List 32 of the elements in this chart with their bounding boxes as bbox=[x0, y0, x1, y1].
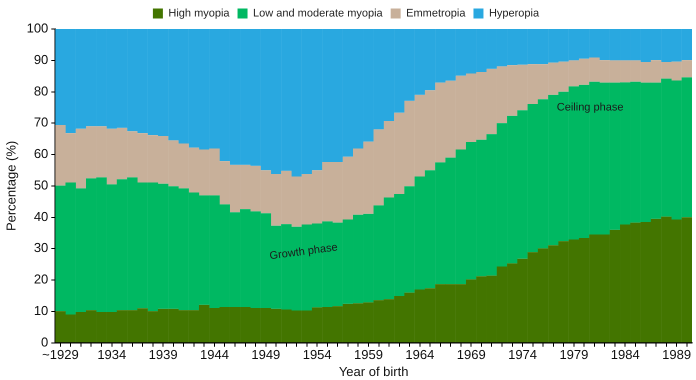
legend-label: Low and moderate myopia bbox=[253, 8, 384, 20]
y-tick-label: 0 bbox=[41, 334, 48, 350]
legend-label: Hyperopia bbox=[488, 8, 540, 20]
x-tick-label: 1969 bbox=[456, 347, 486, 362]
x-axis-title: Year of birth bbox=[338, 364, 408, 379]
legend-label: Emmetropia bbox=[406, 8, 466, 20]
y-tick-label: 10 bbox=[34, 303, 48, 318]
x-tick-label: 1984 bbox=[610, 347, 640, 362]
y-tick-label: 30 bbox=[34, 240, 48, 256]
annotation: Ceiling phase bbox=[556, 101, 624, 114]
y-tick-label: 20 bbox=[34, 272, 48, 287]
y-axis-title: Percentage (%) bbox=[3, 140, 18, 232]
x-tick-label: 1954 bbox=[302, 347, 332, 362]
y-tick-label: 100 bbox=[26, 20, 48, 36]
x-tick-label: 1964 bbox=[405, 347, 434, 362]
x-tick-label: 1974 bbox=[508, 347, 538, 362]
y-tick-label: 40 bbox=[34, 208, 48, 224]
x-tick-label: 1979 bbox=[559, 347, 588, 362]
x-tick-label: 1949 bbox=[251, 347, 280, 362]
x-tick-label: 1959 bbox=[354, 347, 383, 362]
y-tick-label: 80 bbox=[34, 83, 48, 98]
y-tick-label: 70 bbox=[34, 114, 48, 130]
annotation: Growth phase bbox=[268, 241, 338, 262]
x-tick-label: ~1929 bbox=[42, 347, 79, 362]
y-tick-label: 60 bbox=[34, 146, 48, 162]
x-tick-label: 1934 bbox=[97, 347, 126, 362]
y-tick-label: 90 bbox=[34, 52, 48, 67]
x-tick-label: 1944 bbox=[200, 347, 229, 362]
legend-label: High myopia bbox=[168, 8, 230, 20]
x-tick-label: 1939 bbox=[148, 347, 178, 362]
y-tick-label: 50 bbox=[34, 177, 48, 192]
x-tick-label: 1989 bbox=[662, 347, 692, 362]
